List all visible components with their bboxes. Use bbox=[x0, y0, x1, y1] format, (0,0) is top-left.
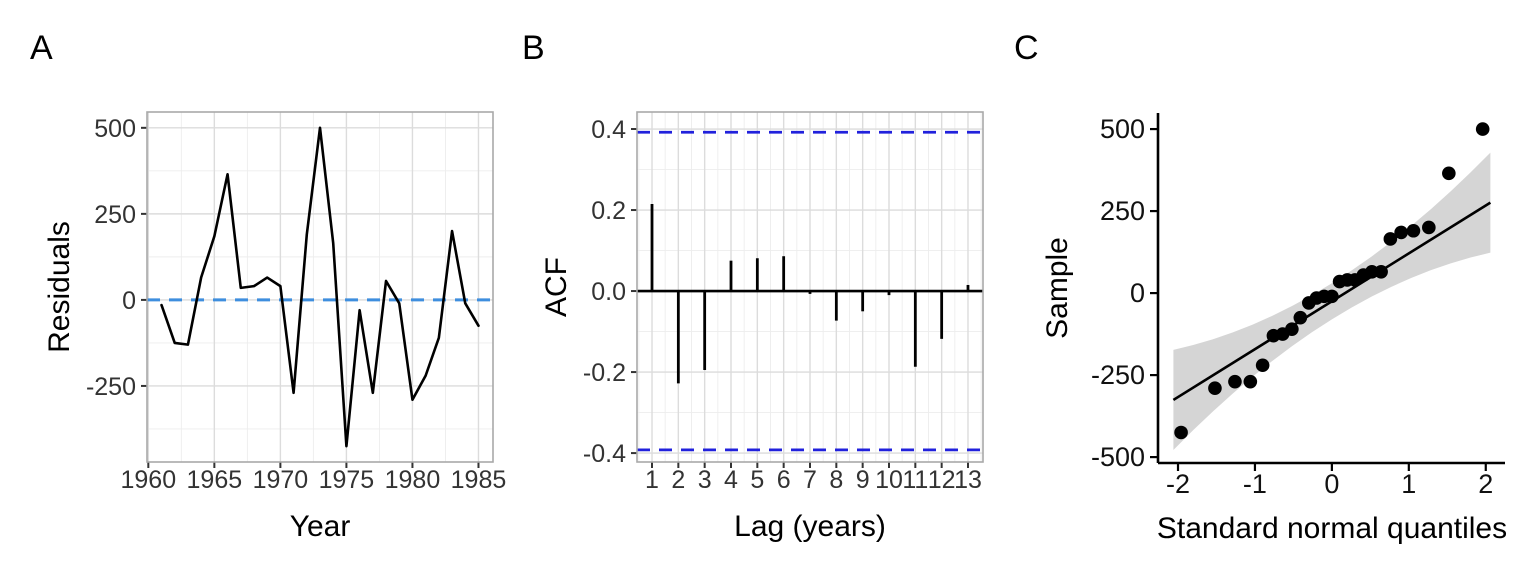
x-tick-label: 1 bbox=[1401, 469, 1416, 499]
x-axis-title-lag: Lag (years) bbox=[734, 510, 886, 543]
panel-a-residual-timeseries: 1960 1965 1970 1975 1980 1985 500 250 0 -250 bbox=[86, 111, 507, 494]
y-tick-label: 0 bbox=[122, 287, 136, 315]
y-tick-label: -0.2 bbox=[583, 359, 626, 387]
x-tick-label: 1975 bbox=[319, 466, 375, 494]
qq-point bbox=[1208, 381, 1222, 396]
x-tick-label: 3 bbox=[698, 466, 712, 494]
qq-point bbox=[1255, 358, 1270, 373]
qq-point bbox=[1293, 310, 1308, 325]
panel-tag-c: C bbox=[1014, 29, 1039, 67]
y-axis-title-acf: ACF bbox=[540, 257, 573, 317]
qq-point bbox=[1325, 289, 1339, 304]
x-tick-label: -1 bbox=[1243, 469, 1267, 499]
panel-tag-a: A bbox=[30, 29, 53, 67]
x-tick-label: 8 bbox=[829, 466, 843, 494]
y-tick-label: 250 bbox=[1100, 196, 1145, 226]
x-tick-label: 10 bbox=[875, 466, 903, 494]
y-tick-label: 500 bbox=[1100, 114, 1145, 144]
y-tick-label: 0 bbox=[1130, 278, 1145, 308]
panel-border bbox=[636, 111, 984, 463]
y-tick-label: -0.4 bbox=[583, 440, 626, 468]
y-tick-label: 250 bbox=[94, 201, 136, 229]
qq-point bbox=[1394, 225, 1408, 240]
x-tick-label: 12 bbox=[928, 466, 956, 494]
x-tick-label: 1 bbox=[645, 466, 659, 494]
x-axis-title-year: Year bbox=[289, 510, 351, 543]
y-axis-title-residuals: Residuals bbox=[43, 221, 76, 353]
residuals-line bbox=[160, 126, 480, 448]
x-tick-label: 1965 bbox=[187, 466, 243, 494]
y-tick-label: 0.0 bbox=[591, 278, 626, 306]
qq-point bbox=[1228, 374, 1242, 389]
qq-point bbox=[1285, 322, 1299, 336]
y-tick-label: -250 bbox=[1091, 360, 1145, 390]
x-tick-label: 6 bbox=[777, 466, 791, 494]
x-tick-label: 2 bbox=[1478, 469, 1493, 499]
x-tick-label: 9 bbox=[856, 466, 870, 494]
y-tick-label: 0.2 bbox=[591, 197, 626, 225]
y-tick-label: 0.4 bbox=[591, 116, 626, 144]
x-tick-label: 7 bbox=[803, 466, 817, 494]
panel-background bbox=[147, 112, 493, 462]
qq-point bbox=[1174, 425, 1188, 440]
qq-point bbox=[1442, 166, 1456, 181]
qq-point bbox=[1422, 220, 1436, 235]
x-tick-label: 2 bbox=[671, 466, 685, 494]
qq-point bbox=[1243, 374, 1258, 389]
y-tick-label: -500 bbox=[1091, 442, 1145, 472]
qq-point bbox=[1374, 264, 1388, 279]
x-tick-label: 4 bbox=[724, 466, 738, 494]
x-tick-label: 1960 bbox=[121, 466, 177, 494]
x-axis-title-quantiles: Standard normal quantiles bbox=[1156, 512, 1508, 545]
x-tick-label: 1970 bbox=[253, 466, 309, 494]
qq-point bbox=[1383, 232, 1398, 246]
x-tick-label: 5 bbox=[750, 466, 764, 494]
x-tick-label: -2 bbox=[1166, 469, 1190, 499]
x-tick-label: 11 bbox=[902, 466, 928, 494]
x-tick-label: 13 bbox=[954, 466, 982, 494]
y-tick-label: -250 bbox=[86, 373, 136, 401]
x-tick-label: 0 bbox=[1324, 469, 1339, 499]
x-tick-label: 1985 bbox=[451, 466, 507, 494]
panel-tag-b: B bbox=[522, 29, 545, 67]
qq-point bbox=[1406, 223, 1421, 238]
qq-point bbox=[1475, 122, 1490, 136]
x-tick-label: 1980 bbox=[385, 466, 441, 494]
y-axis-title-sample: Sample bbox=[1041, 237, 1074, 339]
panel-border bbox=[146, 111, 494, 463]
y-tick-label: 500 bbox=[94, 115, 136, 143]
